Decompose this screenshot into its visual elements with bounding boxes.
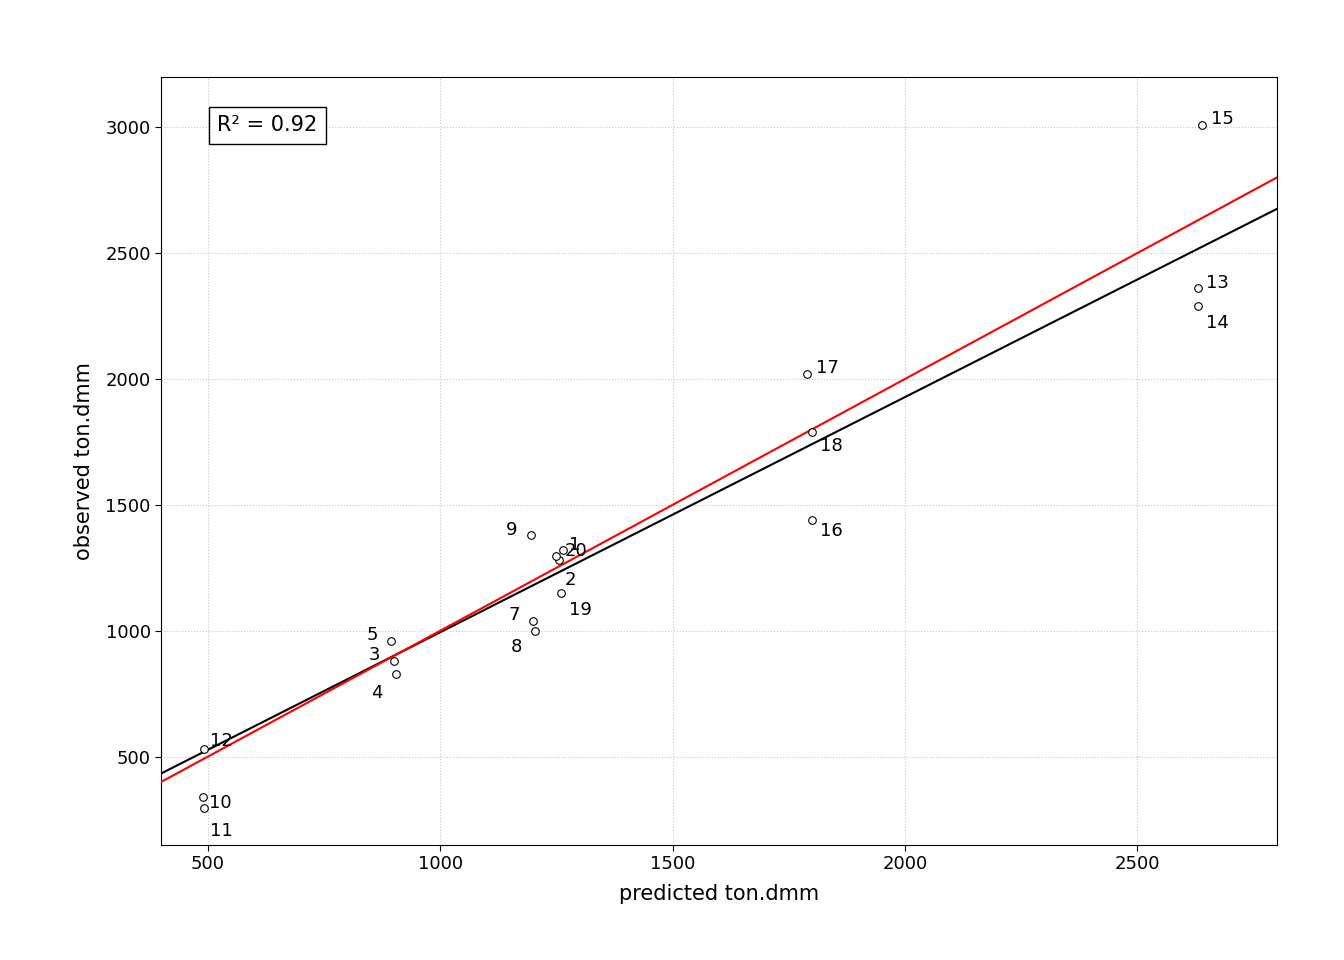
- Point: [194, 801, 215, 816]
- Point: [1187, 280, 1208, 296]
- Point: [552, 542, 574, 558]
- Point: [548, 553, 570, 568]
- Point: [194, 741, 215, 756]
- Text: 19: 19: [570, 601, 593, 618]
- Text: 8: 8: [511, 638, 521, 657]
- Point: [1187, 299, 1208, 314]
- Text: 14: 14: [1206, 314, 1228, 331]
- Text: 15: 15: [1211, 110, 1234, 128]
- Text: 10: 10: [208, 794, 231, 811]
- Text: R² = 0.92: R² = 0.92: [218, 115, 317, 135]
- Point: [380, 634, 402, 649]
- Text: 20: 20: [564, 542, 587, 560]
- Text: 12: 12: [210, 732, 233, 750]
- Point: [386, 666, 407, 682]
- Point: [192, 789, 214, 804]
- X-axis label: predicted ton.dmm: predicted ton.dmm: [620, 884, 818, 904]
- Text: 5: 5: [367, 626, 378, 644]
- Point: [523, 613, 544, 629]
- Point: [550, 586, 571, 601]
- Point: [801, 424, 823, 440]
- Text: 3: 3: [368, 646, 380, 664]
- Text: 13: 13: [1206, 274, 1228, 292]
- Text: 11: 11: [210, 822, 233, 839]
- Text: 7: 7: [508, 606, 520, 624]
- Point: [1192, 117, 1214, 132]
- Text: 16: 16: [820, 522, 843, 540]
- Point: [797, 367, 818, 382]
- Text: 17: 17: [816, 359, 839, 377]
- Point: [546, 549, 567, 564]
- Point: [520, 527, 542, 542]
- Y-axis label: observed ton.dmm: observed ton.dmm: [74, 362, 94, 560]
- Point: [801, 513, 823, 528]
- Text: 2: 2: [564, 570, 575, 588]
- Text: 9: 9: [505, 520, 517, 539]
- Point: [524, 623, 546, 638]
- Point: [383, 654, 405, 669]
- Text: 18: 18: [820, 437, 843, 455]
- Text: 1: 1: [569, 536, 581, 554]
- Text: 4: 4: [371, 684, 383, 702]
